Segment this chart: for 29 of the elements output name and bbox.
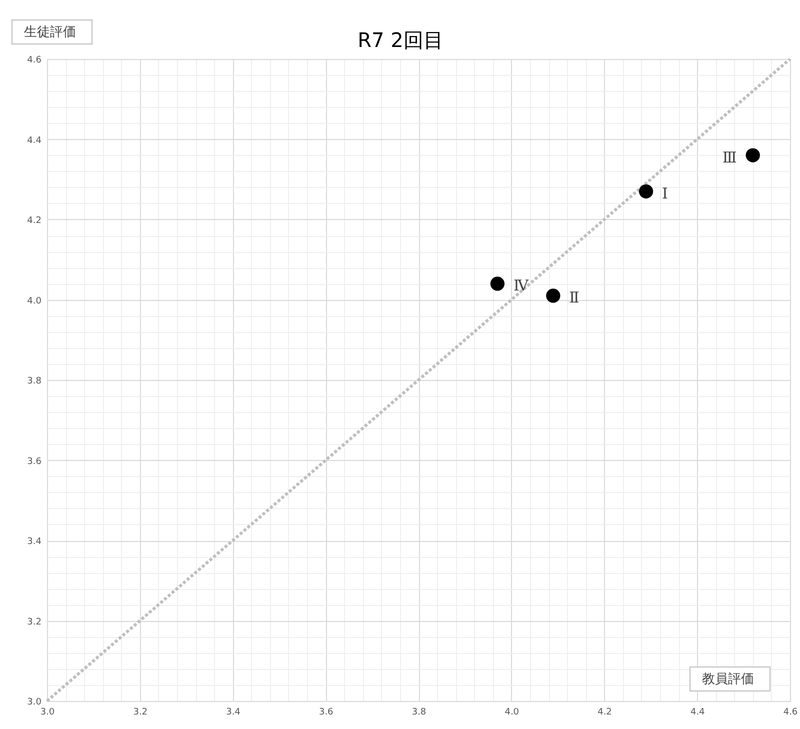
x-axis-title: 教員評価 [702,672,754,687]
annotation: Ⅰ [662,184,668,202]
annotation: Ⅳ [513,276,530,295]
annotation: Ⅱ [569,288,580,307]
x-tick-label: 3.4 [226,708,241,718]
y-tick-label: 3.0 [27,698,42,708]
point [746,148,760,162]
point [546,288,560,303]
y-tick-label: 4.0 [27,296,42,306]
x-tick-label: 4.6 [783,708,798,718]
chart-title: R7 2回目 [358,28,444,52]
x-tick-label: 4.4 [690,708,706,718]
y-axis-title: 生徒評価 [24,25,76,40]
x-tick-label: 3.6 [318,708,334,718]
x-tick-label: 4.2 [598,708,612,718]
y-tick-label: 4.4 [27,136,42,146]
y-tick-label: 3.2 [27,617,42,628]
y-tick-label: 3.6 [27,456,42,467]
point [638,184,654,198]
x-tick-label: 3.0 [40,708,55,718]
x-tick-label: 4.0 [504,708,520,718]
y-tick-label: 3.4 [27,537,42,547]
y-tick-label: 4.2 [27,216,42,226]
x-tick-label: 3.2 [133,708,148,718]
y-tick-label: 3.8 [27,376,42,386]
point [490,276,505,291]
y-tick-label: 4.6 [27,56,42,66]
x-tick-label: 3.8 [412,708,426,718]
annotation: Ⅲ [722,148,737,166]
